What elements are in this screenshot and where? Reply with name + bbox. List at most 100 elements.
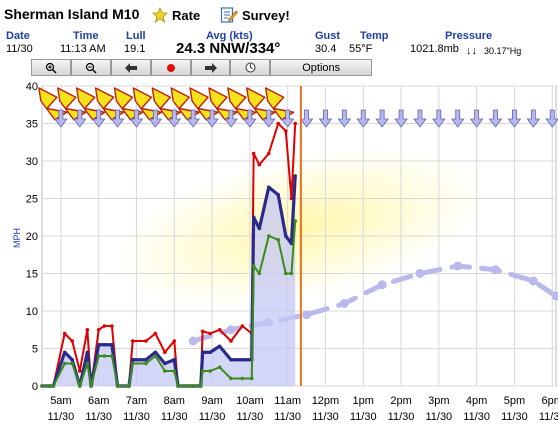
record-button[interactable] (150, 59, 191, 76)
survey-label: Survey! (242, 7, 290, 23)
direction-arrow-layer (54, 109, 558, 128)
gust-point (266, 151, 271, 156)
survey-button[interactable]: Survey! (220, 4, 290, 26)
y-tick-label: 25 (26, 194, 38, 206)
rate-label: Rate (172, 7, 201, 23)
date-value: 11/30 (6, 43, 33, 55)
avg-point (217, 344, 222, 349)
x-tick-time: 10am (236, 395, 264, 407)
gust-point (85, 327, 90, 332)
x-tick-date: 11/30 (123, 411, 150, 423)
lull-point (130, 361, 135, 366)
lull-point (85, 361, 90, 366)
time-label: Time (73, 30, 99, 42)
direction-arrow (110, 109, 125, 128)
rate-button[interactable]: Rate (152, 4, 200, 26)
gust-label: Gust (315, 30, 341, 42)
gust-point (257, 162, 262, 167)
x-tick-date: 11/30 (312, 411, 339, 423)
x-tick-date: 11/30 (161, 411, 188, 423)
x-tick-date: 11/30 (199, 411, 226, 423)
x-tick-date: 11/30 (501, 411, 528, 423)
avg-line (42, 175, 297, 388)
gust-point (153, 331, 158, 336)
x-tick-time: 4pm (466, 395, 487, 407)
forecast-point (528, 276, 538, 286)
gust-point (172, 339, 177, 343)
zoom-in-button[interactable] (31, 59, 71, 76)
gust-point (229, 339, 233, 343)
avg-point (163, 361, 167, 366)
avg-point (172, 357, 177, 362)
clock-icon (245, 62, 256, 73)
lull-point (110, 354, 114, 358)
lull-point (217, 365, 222, 370)
x-tick-time: 6pm (542, 395, 558, 407)
direction-arrow (129, 109, 144, 128)
avg-point (276, 192, 281, 197)
lull-point (283, 271, 288, 276)
direction-arrow (394, 109, 408, 128)
direction-arrow (469, 109, 484, 128)
time-value: 11:13 AM (60, 43, 106, 55)
direction-arrow (205, 109, 219, 128)
direction-arrow (318, 109, 333, 128)
direction-arrow (261, 109, 276, 128)
clock-button[interactable] (230, 59, 271, 76)
y-tick-label: 5 (32, 344, 38, 356)
avg-point (110, 342, 114, 347)
x-tick-date: 11/30 (539, 411, 558, 423)
gust-point (283, 129, 288, 133)
direction-arrow (375, 109, 389, 128)
x-tick-date: 11/30 (463, 411, 490, 423)
lull-value: 19.1 (124, 43, 146, 55)
lull-point (187, 384, 192, 388)
direction-arrow (450, 109, 465, 128)
avg-point (62, 350, 67, 355)
series-layer (40, 121, 298, 388)
avg-point (70, 357, 75, 362)
y-tick-label: 20 (26, 231, 38, 243)
chart-grid (41, 85, 557, 387)
x-tick-time: 6am (88, 395, 109, 407)
avg-point (240, 357, 245, 362)
gust-point (276, 121, 281, 126)
x-tick-time: 11am (274, 395, 301, 407)
lull-point (70, 361, 75, 366)
x-tick-time: 5am (50, 395, 71, 407)
tick-layer: 0 5 10 15 20 25 30 35 40 5am 11/30 6am 11/30 7am 11/30… (26, 81, 558, 423)
gust-point (110, 324, 114, 328)
date-label: Date (6, 30, 30, 42)
header-bar: Sherman Island M10 Rate Survey! (0, 0, 558, 30)
y-tick-label: 0 (32, 381, 38, 393)
forecast-point (491, 265, 501, 275)
gust-point (293, 121, 298, 126)
x-tick-date: 11/30 (85, 411, 112, 423)
avg-value: 24.3 NNW/334° (176, 40, 281, 57)
lull-point (153, 354, 158, 358)
back-button[interactable] (110, 59, 151, 76)
pressure-label: Pressure (445, 30, 493, 42)
lull-point (191, 384, 195, 388)
direction-arrow (299, 109, 314, 128)
wind-chart: 0 5 10 15 20 25 30 35 40 5am 11/30 6am 11/30 7am 11/30… (12, 81, 558, 423)
direction-arrow (54, 109, 68, 128)
gust-point (62, 331, 67, 336)
zoom-out-button[interactable] (70, 59, 111, 76)
direction-arrow (91, 109, 106, 128)
lull-point (266, 234, 271, 238)
lull-label: Lull (126, 30, 146, 42)
direction-arrow (148, 109, 163, 128)
direction-arrow (224, 109, 238, 128)
lull-point (229, 376, 233, 381)
arrow-right-icon (204, 62, 217, 73)
lull-point (144, 361, 148, 366)
lull-point (102, 354, 107, 358)
forecast-point (415, 269, 425, 278)
lull-point (276, 237, 281, 242)
lull-point (96, 354, 101, 358)
direction-arrow (280, 109, 295, 128)
gust-point (70, 339, 75, 343)
forward-button[interactable] (190, 59, 231, 76)
options-button[interactable]: Options (270, 59, 373, 76)
